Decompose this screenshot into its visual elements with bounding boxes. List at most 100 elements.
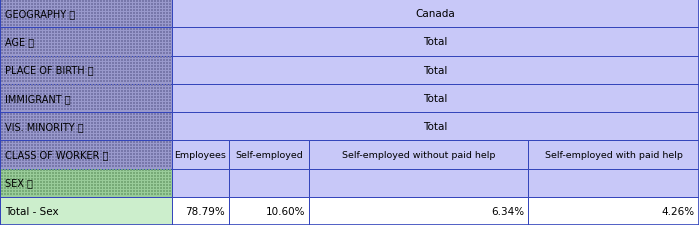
Point <box>104 130 115 134</box>
Point <box>149 84 160 88</box>
Point <box>146 192 157 196</box>
Point <box>134 49 145 52</box>
Point <box>23 155 34 159</box>
Point <box>62 183 73 187</box>
Point <box>50 118 61 122</box>
Point <box>92 21 103 24</box>
Point <box>152 130 163 134</box>
Point <box>50 99 61 103</box>
Point <box>32 24 43 27</box>
Point <box>137 74 148 77</box>
Point <box>26 180 37 184</box>
Point <box>98 121 109 125</box>
Point <box>116 6 127 9</box>
Point <box>134 9 145 12</box>
Point <box>59 15 70 18</box>
Point <box>80 140 91 144</box>
Point <box>119 0 130 3</box>
Point <box>23 149 34 153</box>
Point <box>68 18 79 21</box>
Point <box>47 183 58 187</box>
Point <box>131 77 142 81</box>
Point <box>143 152 154 156</box>
Point <box>77 174 88 178</box>
Point <box>11 112 22 116</box>
Point <box>0 108 7 112</box>
Point <box>95 87 106 91</box>
Point <box>164 12 175 15</box>
Point <box>11 62 22 65</box>
Point <box>92 40 103 43</box>
Point <box>23 140 34 144</box>
Point <box>161 52 172 55</box>
Point <box>0 43 10 46</box>
Point <box>2 102 13 106</box>
Point <box>26 18 37 21</box>
Point <box>5 133 16 137</box>
Point <box>125 118 136 122</box>
Point <box>23 146 34 150</box>
Point <box>53 121 64 125</box>
Point <box>0 149 10 153</box>
Point <box>56 146 67 150</box>
Point <box>5 77 16 81</box>
Point <box>98 40 109 43</box>
Point <box>32 158 43 162</box>
Point <box>56 28 67 32</box>
Point <box>140 121 151 125</box>
Point <box>65 130 76 134</box>
Point <box>98 6 109 9</box>
Point <box>131 56 142 60</box>
Point <box>161 130 172 134</box>
Point <box>0 56 10 60</box>
Point <box>104 6 115 9</box>
Point <box>143 28 154 32</box>
Point <box>74 31 85 34</box>
Point <box>41 15 52 18</box>
Point <box>89 146 100 150</box>
Point <box>131 3 142 6</box>
Point <box>0 102 10 106</box>
Point <box>62 186 73 190</box>
Point <box>110 34 121 37</box>
Point <box>65 37 76 40</box>
Point <box>26 169 37 172</box>
Point <box>38 21 49 24</box>
Point <box>35 189 46 193</box>
Point <box>122 158 133 162</box>
Point <box>95 52 106 55</box>
Point <box>161 43 172 46</box>
Point <box>56 90 67 94</box>
Point <box>140 189 151 193</box>
Point <box>32 6 43 9</box>
Point <box>146 108 157 112</box>
Point <box>161 59 172 63</box>
Point <box>68 0 79 3</box>
Point <box>77 130 88 134</box>
Point <box>113 189 124 193</box>
Point <box>92 3 103 6</box>
Point <box>14 105 25 109</box>
Point <box>17 102 28 106</box>
Point <box>140 71 151 74</box>
Point <box>80 80 91 83</box>
Point <box>38 84 49 88</box>
Point <box>5 169 16 172</box>
Point <box>116 136 127 140</box>
Point <box>0 136 10 140</box>
Point <box>0 40 7 43</box>
Point <box>41 152 52 156</box>
Point <box>161 3 172 6</box>
Point <box>47 115 58 119</box>
Text: VIS. MINORITY ⓘ: VIS. MINORITY ⓘ <box>5 122 84 132</box>
Point <box>2 43 13 46</box>
Point <box>23 6 34 9</box>
Point <box>2 127 13 131</box>
Point <box>20 77 31 81</box>
Point <box>53 124 64 128</box>
Point <box>29 77 40 81</box>
Point <box>83 183 94 187</box>
Point <box>53 12 64 15</box>
Point <box>35 49 46 52</box>
Point <box>128 77 139 81</box>
